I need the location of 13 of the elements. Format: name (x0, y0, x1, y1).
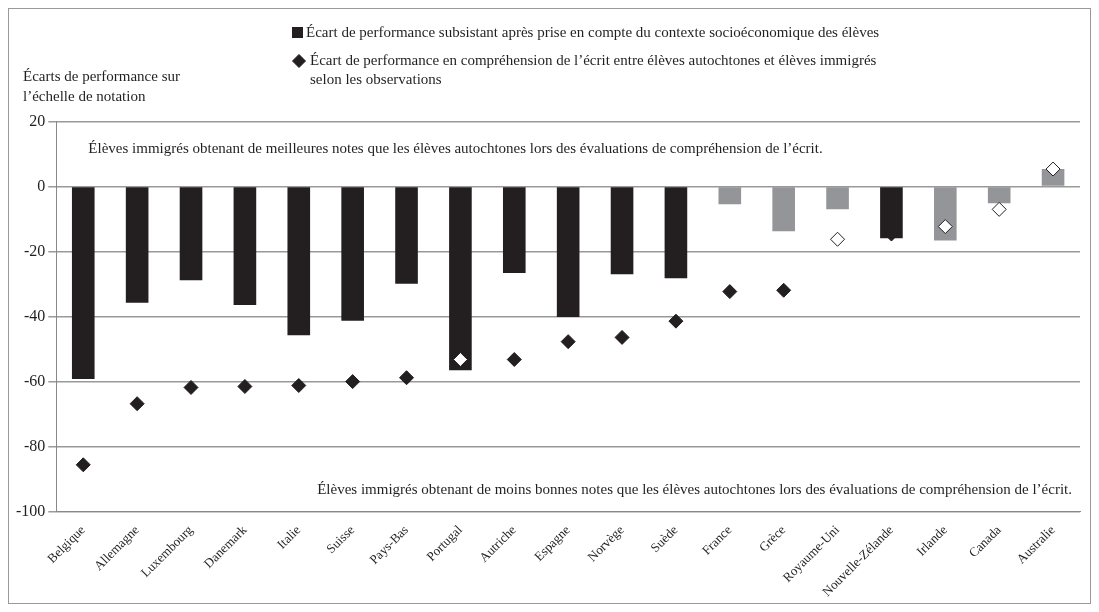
y-tick-label: 0 (37, 176, 46, 194)
y-axis-title: Écarts de performance sur l’échelle de notation (23, 67, 181, 106)
x-tick-label: Italie (273, 521, 304, 552)
y-tick-label: -40 (24, 306, 46, 324)
y-tick-label: 20 (29, 111, 46, 129)
annotation: Élèves immigrés obtenant de meilleures notes que les élèves autochtones lors des évaluations de compréhension de l’écrit. (88, 139, 823, 156)
y-tick-label: -60 (24, 371, 46, 389)
legend-label: Écart de performance en compréhension de l’écrit entre élèves autochtones et élèves immigrés selon les observations (310, 51, 878, 89)
legend-label: Écart de performance subsistant après prise en compte du contexte socioéconomique des élèves (306, 23, 880, 42)
annotation: Élèves immigrés obtenant de moins bonnes notes que les élèves autochtones lors des évaluations de compréhension de l’écrit. (317, 480, 1073, 497)
y-tick-label: -20 (24, 241, 46, 259)
y-tick-label: -100 (16, 501, 46, 519)
y-tick-label: -80 (24, 436, 46, 454)
